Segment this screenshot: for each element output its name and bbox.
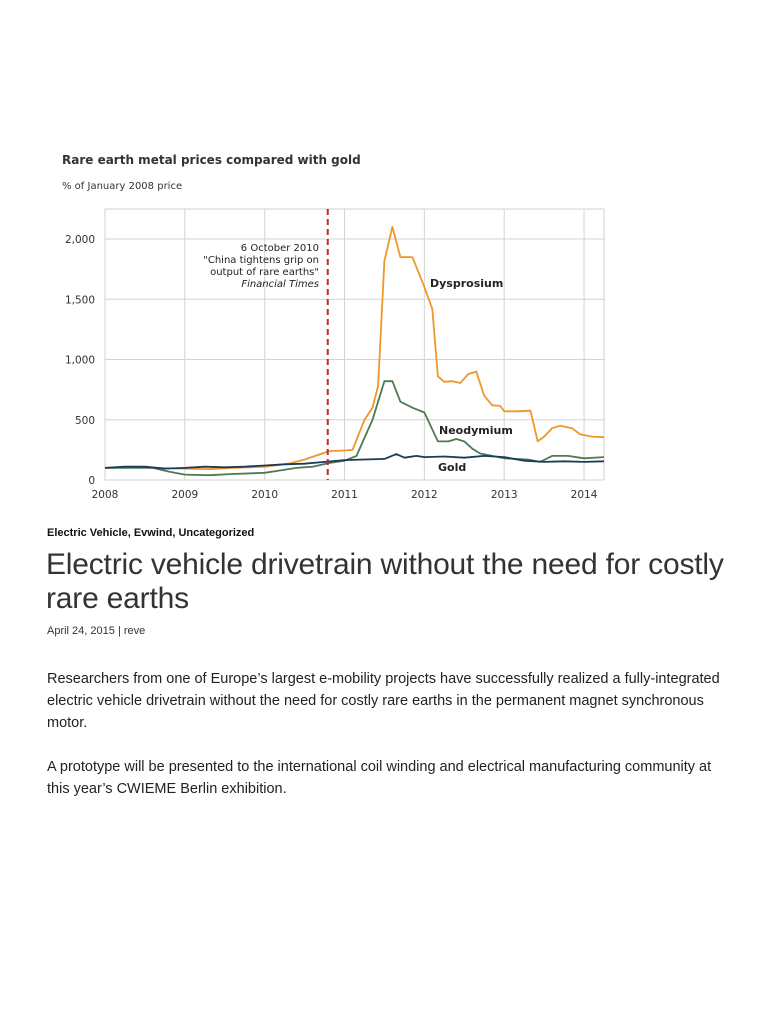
post-author-link[interactable]: reve xyxy=(123,625,146,637)
featured-image-chart: Rare earth metal prices compared with go… xyxy=(0,150,768,510)
annotation-text: 6 October 2010 xyxy=(241,243,319,254)
x-tick-label: 2014 xyxy=(571,489,598,501)
post-content: Researchers from one of Europe’s largest… xyxy=(47,668,727,822)
x-tick-label: 2010 xyxy=(251,489,278,501)
series-labels: Dysprosium Neodymium Gold xyxy=(430,277,513,474)
price-chart: Rare earth metal prices compared with go… xyxy=(62,153,605,501)
series-label-neodymium: Neodymium xyxy=(439,424,513,437)
x-axis-ticks: 2008 2009 2010 2011 2012 2013 2014 xyxy=(92,489,598,501)
y-axis-ticks: 0 500 1,000 1,500 2,000 xyxy=(65,234,95,487)
annotation-text: "China tightens grip on xyxy=(203,255,319,266)
chart-subtitle: % of January 2008 price xyxy=(62,181,182,192)
category-links[interactable]: Electric Vehicle, Evwind, Uncategorized xyxy=(47,527,255,539)
y-tick-label: 2,000 xyxy=(65,234,95,246)
post-paragraph-2: A prototype will be presented to the int… xyxy=(47,759,712,797)
plot-frame xyxy=(104,208,605,481)
y-tick-label: 1,000 xyxy=(65,355,95,367)
series-label-dysprosium: Dysprosium xyxy=(430,277,503,290)
post-categories: Electric Vehicle, Evwind, Uncategorized xyxy=(47,527,254,539)
post-title: Electric vehicle drivetrain without the … xyxy=(46,548,724,615)
series-line-gold xyxy=(104,453,605,470)
y-tick-label: 500 xyxy=(75,415,95,427)
post-paragraph-1: Researchers from one of Europe’s largest… xyxy=(47,671,720,731)
annotation-text: output of rare earths" xyxy=(210,267,319,278)
chart-series xyxy=(104,226,605,477)
chart-annotation: 6 October 2010"China tightens grip onout… xyxy=(203,209,329,480)
y-tick-label: 0 xyxy=(88,475,95,487)
series-label-gold: Gold xyxy=(438,461,466,474)
x-tick-label: 2008 xyxy=(92,489,119,501)
meta-separator: | xyxy=(114,625,124,637)
x-tick-label: 2011 xyxy=(331,489,358,501)
series-line-dysprosium xyxy=(104,226,605,471)
chart-grid xyxy=(104,208,605,481)
chart-title: Rare earth metal prices compared with go… xyxy=(62,153,361,167)
y-tick-label: 1,500 xyxy=(65,294,95,306)
x-tick-label: 2013 xyxy=(491,489,518,501)
x-tick-label: 2012 xyxy=(411,489,438,501)
annotation-source: Financial Times xyxy=(241,279,319,290)
x-tick-label: 2009 xyxy=(171,489,198,501)
post-meta: April 24, 2015 | reve xyxy=(47,625,145,637)
post-date-link[interactable]: April 24, 2015 xyxy=(47,625,115,637)
